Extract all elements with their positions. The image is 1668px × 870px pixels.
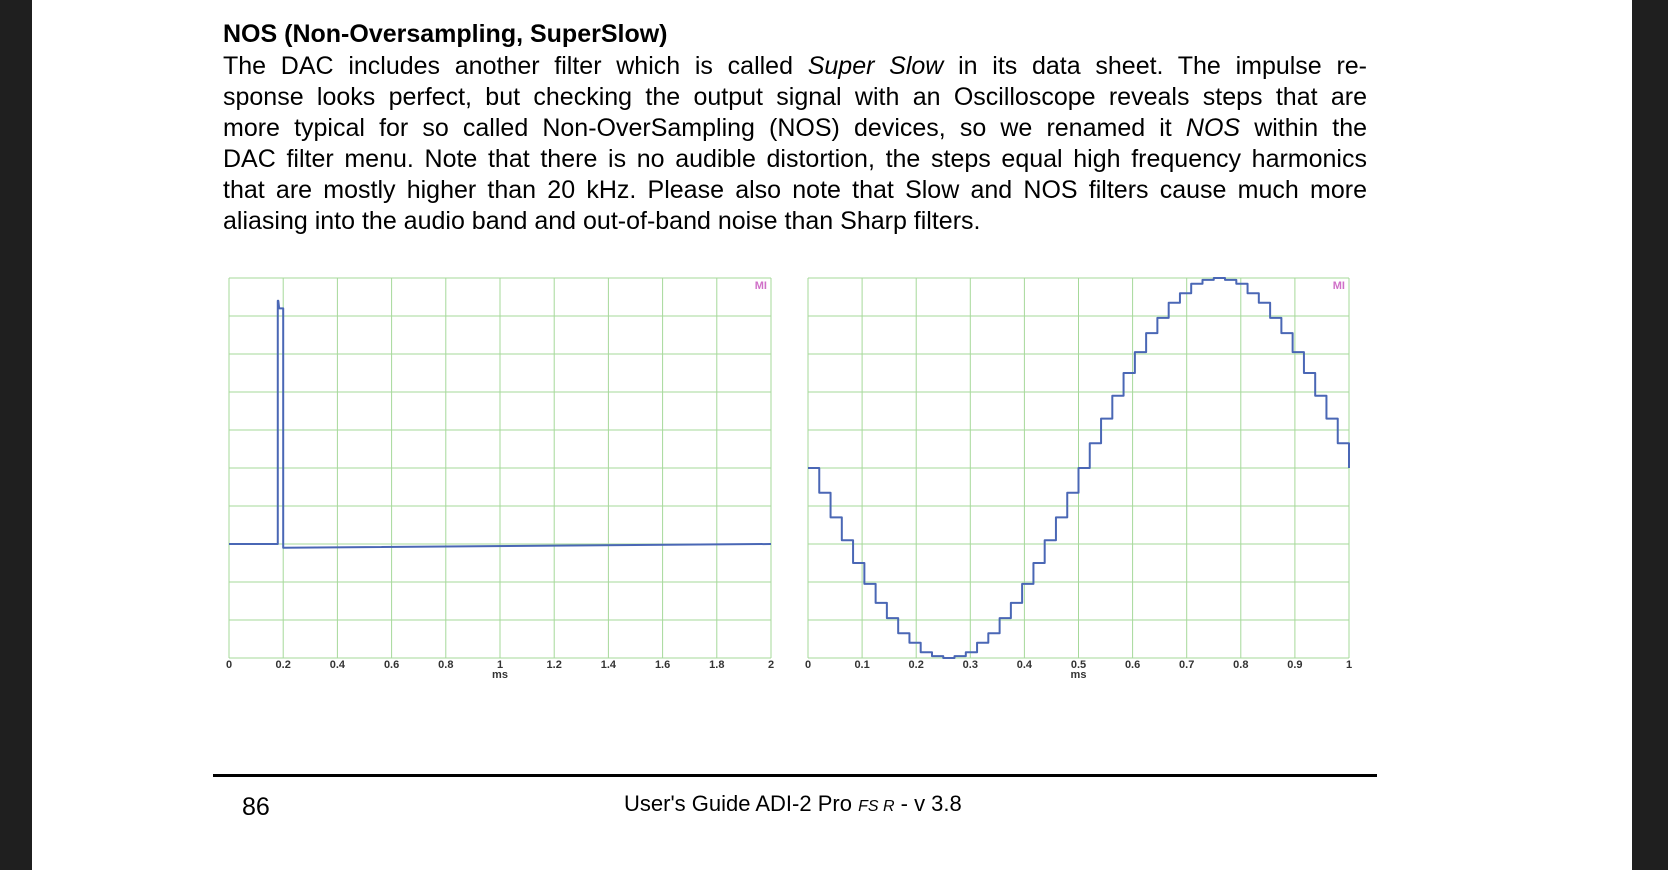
x-tick-label: 1.6 bbox=[655, 659, 670, 671]
paragraph-line: The DAC includes another filter which is… bbox=[223, 51, 1367, 82]
paragraph-run: more typical for so called Non-OverSampl… bbox=[223, 114, 1186, 142]
x-tick-label: 0.6 bbox=[1125, 659, 1140, 671]
page-number: 86 bbox=[242, 793, 270, 821]
x-tick-label: 1.4 bbox=[601, 659, 617, 671]
x-tick-label: 0.1 bbox=[854, 659, 869, 671]
paragraph-run: DAC filter menu. Note that there is no a… bbox=[223, 145, 1367, 173]
corner-mark: MI bbox=[755, 280, 767, 292]
footer-title-suffix: - v 3.8 bbox=[894, 791, 962, 816]
paragraph-line: DAC filter menu. Note that there is no a… bbox=[223, 144, 1367, 175]
footer-title: User's Guide ADI-2 Pro FS R - v 3.8 bbox=[624, 791, 962, 817]
paragraph-run: sponse looks perfect, but checking the o… bbox=[223, 83, 1367, 111]
paragraph-line: more typical for so called Non-OverSampl… bbox=[223, 113, 1367, 144]
paragraph-run: in its data sheet. The impulse re- bbox=[943, 52, 1367, 80]
trace-line bbox=[808, 277, 1350, 659]
x-tick-label: 1 bbox=[497, 659, 503, 671]
x-tick-label: 1.8 bbox=[709, 659, 724, 671]
section-heading: NOS (Non-Oversampling, SuperSlow) bbox=[223, 20, 668, 48]
paragraph-run: The DAC includes another filter which is… bbox=[223, 52, 808, 80]
x-tick-label: 2 bbox=[768, 659, 774, 671]
trace-line bbox=[229, 299, 772, 549]
x-tick-label: 0.4 bbox=[330, 659, 346, 671]
x-tick-label: 0.8 bbox=[1233, 659, 1248, 671]
x-tick-label: 0.7 bbox=[1179, 659, 1194, 671]
paragraph-line: that are mostly higher than 20 kHz. Plea… bbox=[223, 175, 1367, 206]
x-tick-label: 0.3 bbox=[963, 659, 978, 671]
paragraph-italic-run: Super Slow bbox=[807, 52, 944, 80]
paragraph-line: sponse looks perfect, but checking the o… bbox=[223, 82, 1367, 113]
paragraph-run: aliasing into the audio band and out-of-… bbox=[223, 207, 981, 235]
body-paragraph: The DAC includes another filter which is… bbox=[223, 51, 1367, 237]
x-tick-label: 0 bbox=[805, 659, 811, 671]
footer-rule bbox=[213, 774, 1377, 777]
corner-mark: MI bbox=[1333, 280, 1345, 292]
x-axis-unit: ms bbox=[492, 669, 508, 681]
x-tick-label: 1.2 bbox=[547, 659, 562, 671]
x-tick-label: 0.2 bbox=[909, 659, 924, 671]
x-tick-label: 0.6 bbox=[384, 659, 399, 671]
x-tick-label: 0.4 bbox=[1017, 659, 1033, 671]
x-tick-label: 0.2 bbox=[276, 659, 291, 671]
paragraph-italic-run: NOS bbox=[1185, 114, 1241, 142]
x-tick-label: 0 bbox=[226, 659, 232, 671]
x-tick-label: 0.9 bbox=[1287, 659, 1302, 671]
footer-title-main: User's Guide ADI-2 Pro bbox=[624, 791, 859, 816]
x-tick-label: 0.5 bbox=[1071, 659, 1086, 671]
paragraph-run: within the bbox=[1240, 114, 1367, 142]
paragraph-run: that are mostly higher than 20 kHz. Plea… bbox=[223, 176, 1367, 204]
paragraph-line: aliasing into the audio band and out-of-… bbox=[223, 206, 1367, 237]
x-tick-label: 1 bbox=[1346, 659, 1352, 671]
x-axis-unit: ms bbox=[1071, 669, 1087, 681]
document-page: NOS (Non-Oversampling, SuperSlow) The DA… bbox=[32, 0, 1632, 870]
footer-title-small: FS R bbox=[858, 798, 895, 815]
x-tick-label: 0.8 bbox=[438, 659, 453, 671]
